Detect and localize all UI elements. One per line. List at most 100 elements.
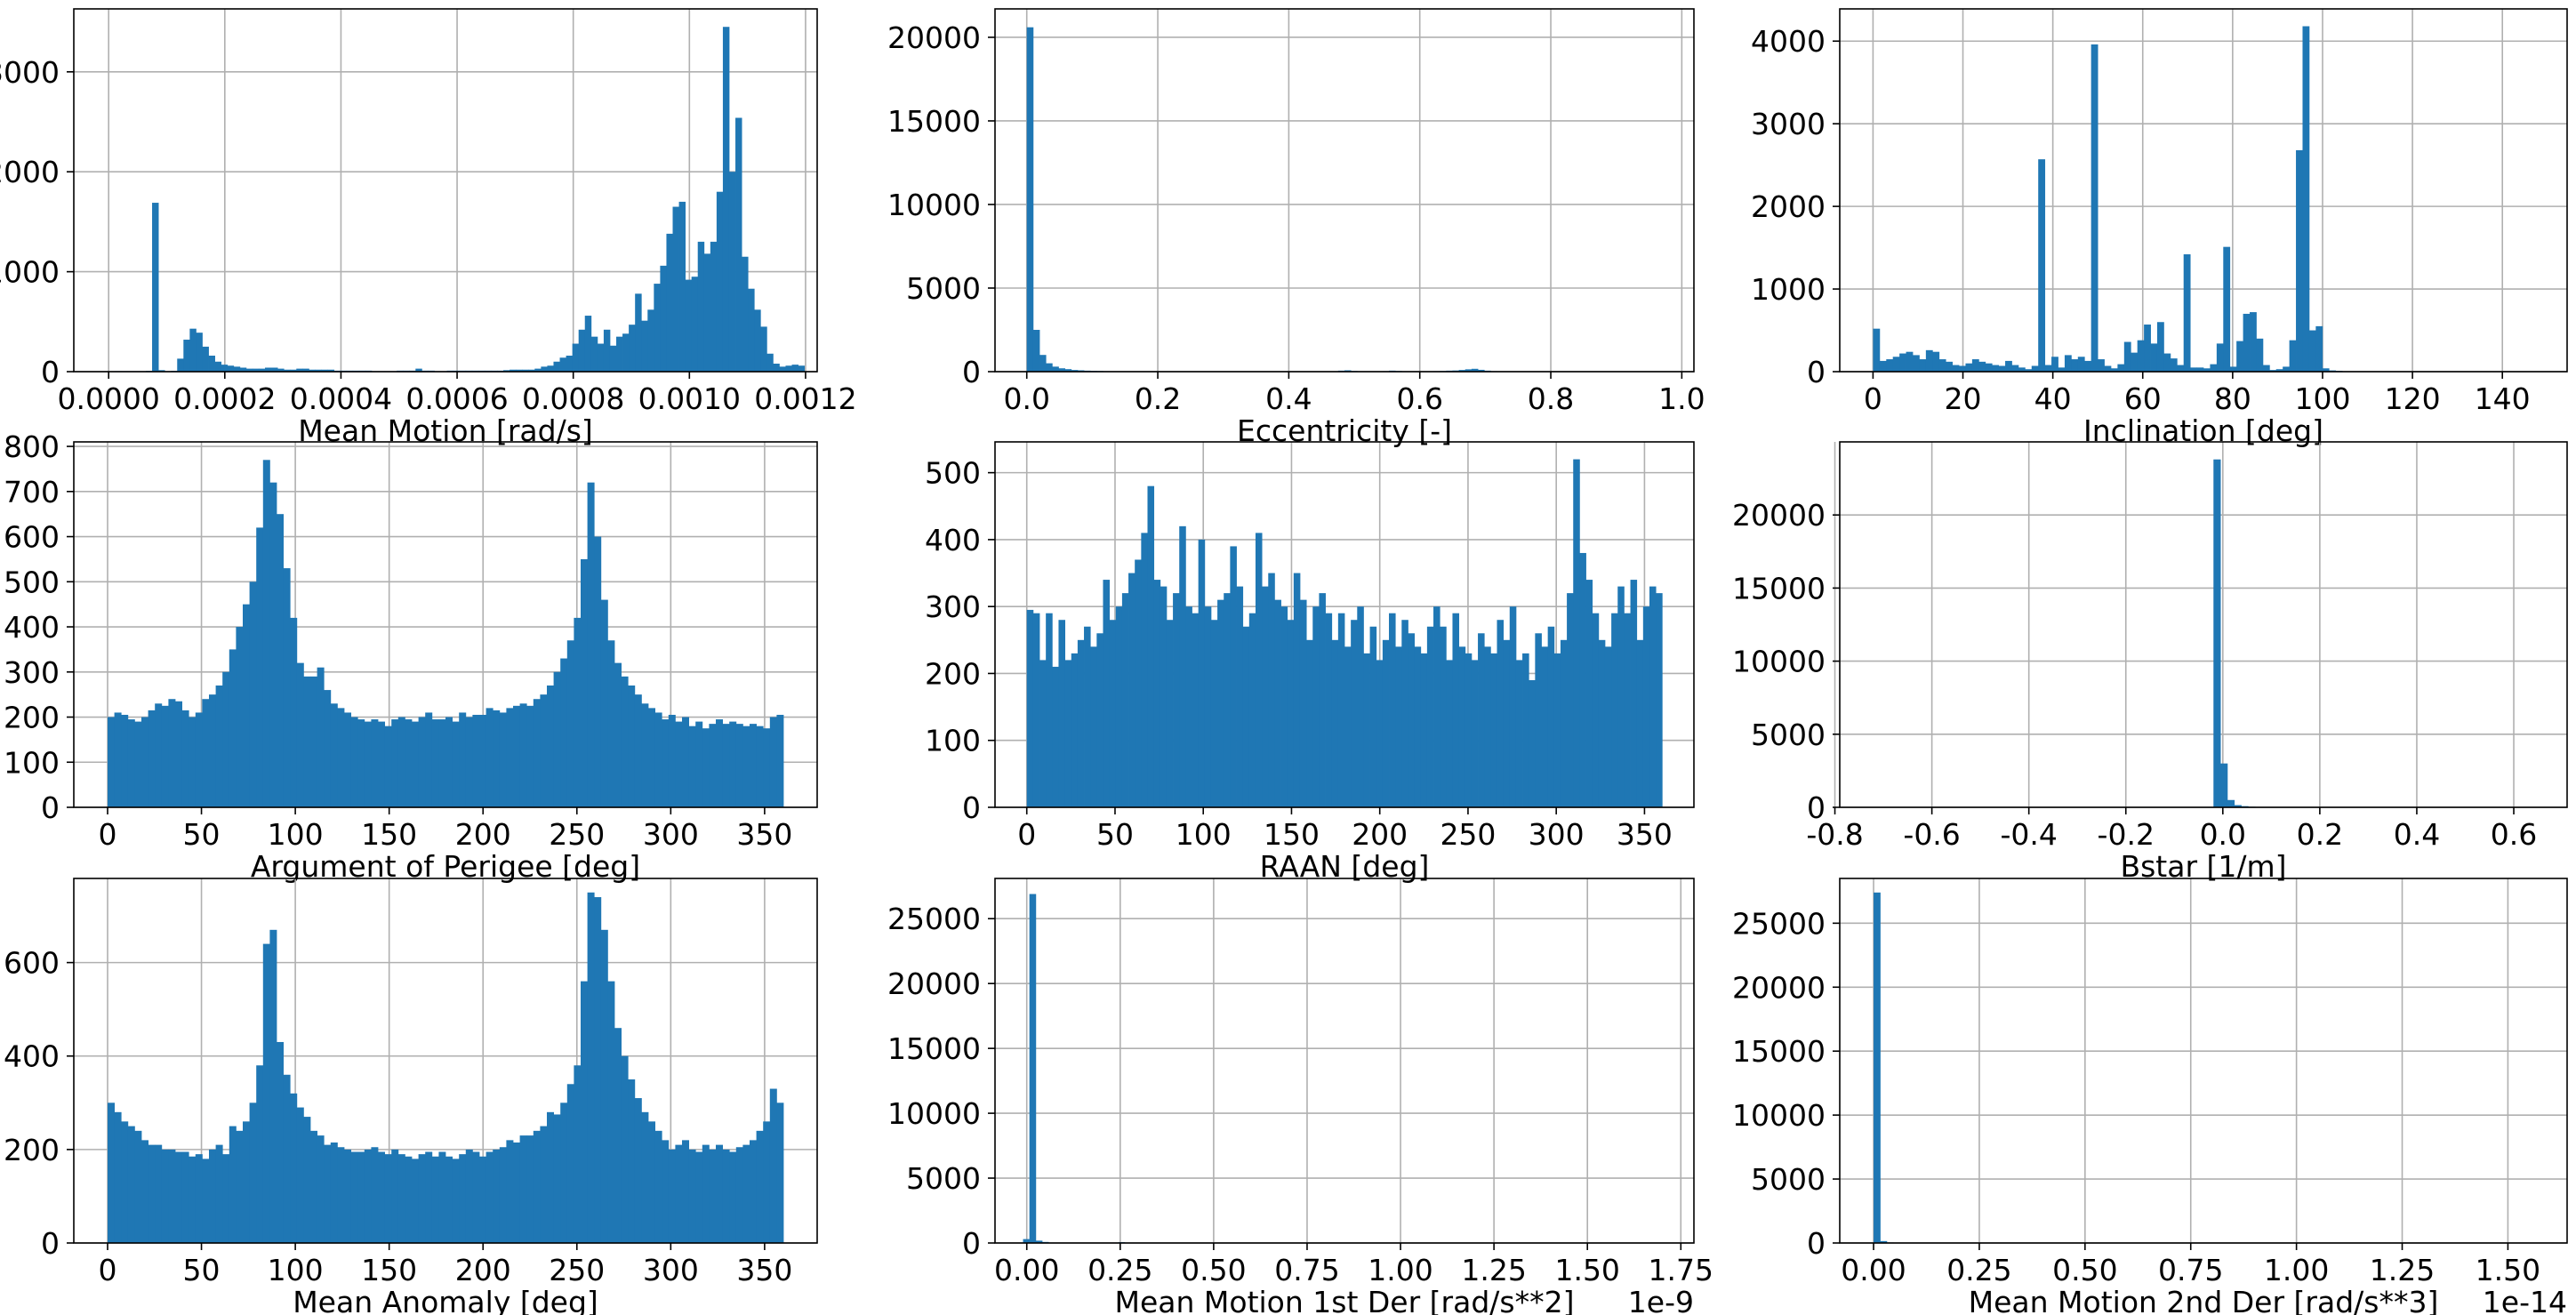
x-tick-label: 1.75 [1649,1253,1713,1287]
histogram-bar [277,368,285,372]
histogram-bar [327,369,334,372]
histogram-bar [1932,351,1940,372]
histogram-bar [2150,343,2158,372]
x-tick-label: 0 [1017,817,1036,852]
histogram-bar [587,482,595,807]
histogram-bar [1899,353,1906,372]
histogram-bar [1262,586,1269,807]
x-tick-label: 0 [99,817,117,852]
x-tick-label: 100 [2294,381,2350,416]
histogram-bar [431,1156,439,1243]
histogram-bar [702,728,710,807]
histogram-bar [1465,653,1473,807]
histogram-bar [526,1135,534,1243]
y-tick-label: 15000 [887,104,981,139]
histogram-bar [614,1028,622,1243]
histogram-bar [445,1156,453,1243]
histogram-bar [635,293,642,372]
y-tick-label: 20000 [887,20,981,55]
histogram-bar [1998,365,2006,372]
histogram-bar [1624,613,1631,807]
axes-frame [73,441,818,808]
histogram-bar [284,369,291,372]
histogram-bar [1280,606,1288,807]
x-tick-label: 150 [361,1253,417,1287]
histogram-bar [2156,322,2164,372]
y-tick-label: 500 [4,565,60,599]
histogram-bar [189,1156,197,1243]
histogram-bar [566,356,574,372]
histogram-bar [688,1149,696,1243]
histogram-bar [236,627,244,807]
y-tick-label: 700 [4,475,60,509]
histogram-bar [2098,359,2105,372]
histogram-bar [1642,606,1650,807]
x-axis-label: Eccentricity [-] [1237,413,1452,448]
histogram-bar [2090,44,2099,372]
histogram-bar [121,714,129,807]
histogram-panel-8: 0.00 0.25 0.50 0.75 1.00 1.25 1.50 1.75 0 5000 100… [887,878,1713,1315]
y-tick-label: 5000 [906,1161,981,1196]
histogram-bar [769,717,777,807]
histogram-bar [503,370,510,372]
x-tick-label: 150 [1264,817,1320,852]
histogram-bars [1874,892,2534,1243]
histogram-bar [2018,367,2026,372]
x-tick-label: 80 [2214,381,2251,416]
histogram-bar [486,708,494,807]
histogram-bar [181,1151,189,1243]
x-tick-label: 250 [549,1253,605,1287]
y-tick-label: 10000 [1732,645,1826,679]
histogram-bar [1103,580,1111,807]
histogram-bar [716,1144,723,1243]
histogram-bar [654,284,661,372]
histogram-bar [754,309,761,372]
histogram-bar [262,460,270,807]
histogram-bar [472,714,480,807]
x-tick-label: 0.75 [2158,1253,2223,1287]
histogram-bar [315,369,322,372]
histogram-bar [350,1151,358,1243]
y-tick-label: 20000 [1732,498,1826,533]
y-tick-label: 0 [1807,355,1826,389]
histogram-bar [324,690,332,807]
histogram-bar [540,1126,548,1243]
x-axis-label: Mean Motion [rad/s] [298,413,593,448]
histogram-bar [534,368,542,372]
histogram-panel-2: 0.0 0.2 0.4 0.6 0.8 1.0 0 5000 10000 15000 20000 Ec… [887,8,1705,448]
histogram-bar [222,671,230,807]
histogram-bar [1985,363,1993,372]
histogram-bar [519,1135,527,1243]
histogram-bar [1293,573,1301,807]
x-tick-label: -0.2 [2098,817,2155,852]
histogram-bar [675,721,683,807]
y-tick-label: 15000 [1732,571,1826,605]
histogram-bar [779,366,786,372]
histogram-bar [1023,1239,1031,1243]
histogram-bar [578,329,586,372]
histogram-bar [685,279,693,372]
histogram-bar [195,712,203,807]
y-tick-label: 200 [4,701,60,735]
histogram-bar [310,676,317,807]
y-tick-label: 1000 [1751,272,1826,307]
histogram-bar [2163,353,2171,372]
histogram-bar [574,617,582,807]
histogram-bar [283,568,291,807]
histogram-bar [215,1144,223,1243]
x-tick-label: 0.00 [994,1253,1059,1287]
x-tick-label: 1.50 [2476,1253,2540,1287]
histogram-bar [716,191,724,372]
y-tick-label: 20000 [1732,970,1826,1005]
histogram-bar [249,581,257,807]
histogram-bar [459,1154,467,1243]
y-tick-label: 2000 [1751,189,1826,224]
histogram-bar [465,717,473,807]
histogram-bar [175,1151,182,1243]
x-tick-label: 350 [1617,817,1673,852]
histogram-bar [1325,613,1333,807]
histogram-bar [1064,660,1072,807]
x-tick-label: 0.50 [2052,1253,2117,1287]
histogram-bar [1938,359,1946,372]
histogram-bar [1873,328,1881,372]
